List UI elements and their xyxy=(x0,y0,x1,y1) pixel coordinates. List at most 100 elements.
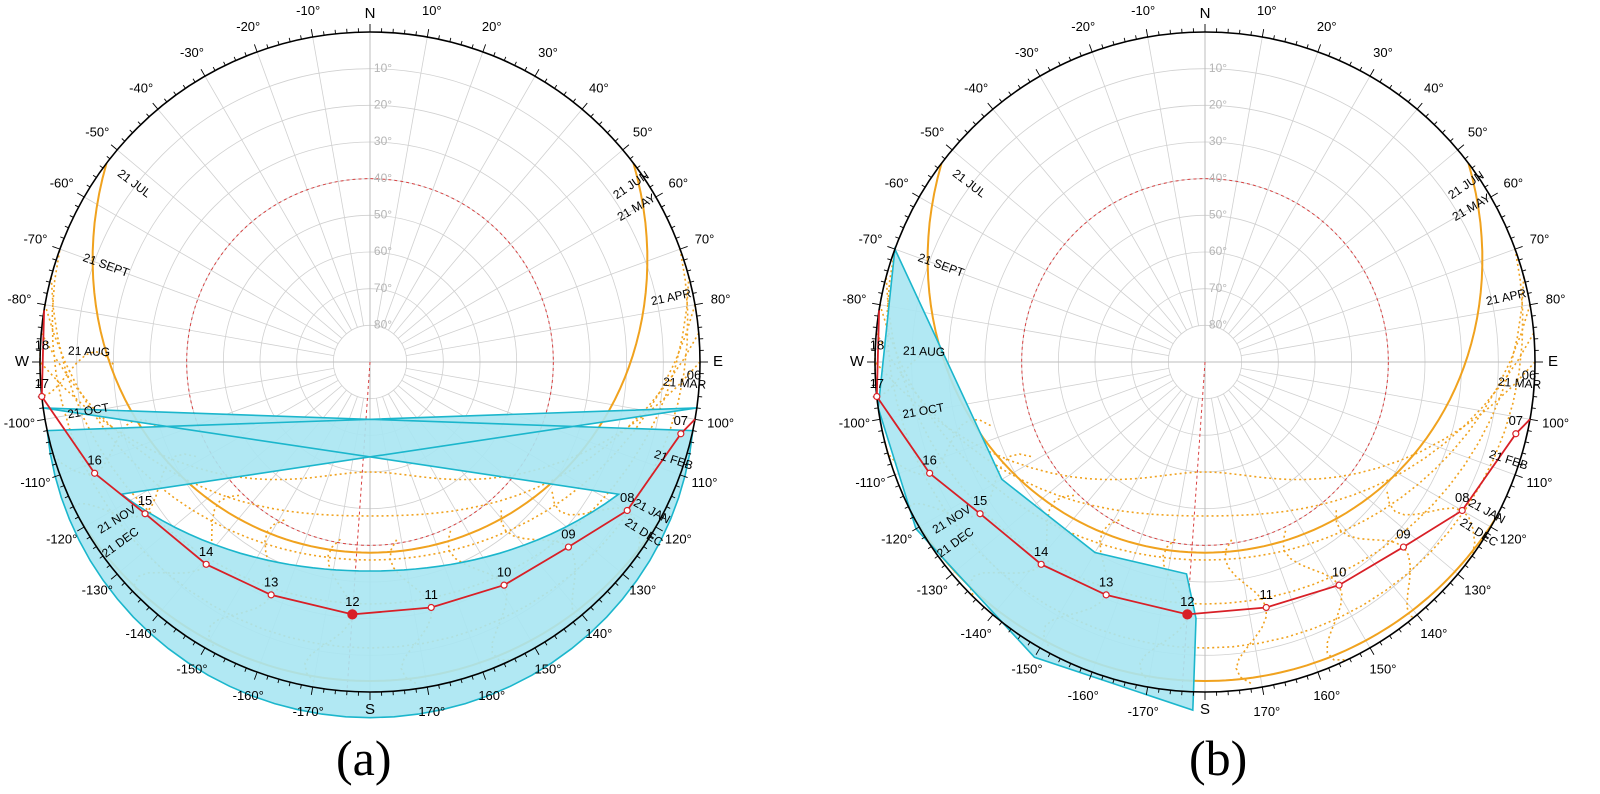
azimuth-tick xyxy=(899,225,904,229)
azimuth-tick xyxy=(192,78,196,83)
altitude-label: 80° xyxy=(374,318,392,332)
east-label: E xyxy=(1548,353,1558,370)
hour-label: 16 xyxy=(922,453,936,468)
azimuth-tick xyxy=(572,621,576,626)
azimuth-tick xyxy=(1478,546,1483,550)
azimuth-spoke xyxy=(157,108,347,335)
azimuth-label: -130° xyxy=(917,582,948,597)
azimuth-tick xyxy=(1112,40,1115,45)
hour-label: 14 xyxy=(1034,544,1048,559)
hour-marker xyxy=(1102,591,1110,599)
azimuth-tick xyxy=(1389,635,1393,640)
azimuth-label: 170° xyxy=(1253,704,1280,719)
azimuth-tick xyxy=(1510,485,1515,488)
azimuth-tick xyxy=(110,573,118,580)
hour-label: 09 xyxy=(561,526,575,541)
azimuth-label: -70° xyxy=(858,232,882,247)
azimuth-tick xyxy=(1008,628,1012,633)
azimuth-label: -80° xyxy=(842,292,866,307)
azimuth-tick xyxy=(1145,29,1149,38)
hour-marker xyxy=(1182,609,1193,620)
azimuth-tick xyxy=(1457,144,1465,151)
azimuth-spoke xyxy=(1239,374,1516,476)
azimuth-tick xyxy=(692,292,697,294)
azimuth-tick xyxy=(60,236,65,239)
azimuth-tick xyxy=(679,474,688,479)
azimuth-tick xyxy=(52,474,61,479)
azimuth-tick xyxy=(200,69,206,77)
azimuth-tick xyxy=(904,215,909,218)
azimuth-tick xyxy=(1261,686,1265,695)
azimuth-tick xyxy=(622,573,630,580)
date-label: 21 SEPT xyxy=(916,250,967,280)
azimuth-tick xyxy=(39,407,44,409)
hour-marker xyxy=(427,603,435,612)
azimuth-tick xyxy=(146,113,150,118)
azimuth-label: 20° xyxy=(482,19,502,34)
azimuth-tick xyxy=(895,236,900,239)
azimuth-spoke xyxy=(382,51,484,328)
azimuth-tick xyxy=(493,52,496,57)
azimuth-tick xyxy=(1273,35,1275,40)
azimuth-tick xyxy=(212,66,216,71)
azimuth-tick xyxy=(972,121,977,125)
azimuth-tick xyxy=(1514,245,1523,250)
azimuth-label: -20° xyxy=(1071,19,1095,34)
azimuth-tick xyxy=(1349,658,1352,663)
azimuth-tick xyxy=(1496,204,1501,208)
azimuth-tick xyxy=(964,590,968,595)
azimuth-tick xyxy=(909,204,914,208)
azimuth-tick xyxy=(614,138,619,142)
azimuth-tick xyxy=(1506,495,1511,499)
altitude-label: 40° xyxy=(1209,171,1227,185)
azimuth-tick xyxy=(415,688,417,693)
azimuth-spoke xyxy=(84,196,339,345)
azimuth-tick xyxy=(999,98,1003,103)
azimuth-tick xyxy=(1123,37,1126,42)
azimuth-tick xyxy=(1261,29,1265,38)
azimuth-label: -10° xyxy=(1131,3,1155,18)
azimuth-label: 110° xyxy=(692,475,718,490)
hour-label: 10 xyxy=(497,565,511,580)
azimuth-tick xyxy=(1250,31,1252,36)
date-curve xyxy=(875,332,1535,517)
azimuth-label: -60° xyxy=(50,175,74,190)
azimuth-spoke xyxy=(992,108,1182,335)
date-label: 21 APR xyxy=(1485,286,1528,308)
azimuth-tick xyxy=(74,516,79,520)
azimuth-tick xyxy=(622,144,630,151)
azimuth-tick xyxy=(629,156,634,160)
south-label: S xyxy=(1200,701,1210,718)
date-curve xyxy=(39,361,701,481)
azimuth-tick xyxy=(614,582,619,586)
azimuth-tick xyxy=(137,121,142,125)
azimuth-tick xyxy=(69,215,74,218)
azimuth-tick xyxy=(590,606,594,611)
azimuth-label: 160° xyxy=(1313,688,1340,703)
azimuth-tick xyxy=(643,546,648,550)
azimuth-tick xyxy=(99,165,104,169)
azimuth-spoke xyxy=(1039,76,1188,331)
azimuth-label: 30° xyxy=(1373,45,1393,60)
azimuth-tick xyxy=(1158,31,1160,36)
azimuth-tick xyxy=(1449,138,1454,142)
azimuth-tick xyxy=(426,29,430,38)
azimuth-tick xyxy=(1369,69,1375,77)
azimuth-tick xyxy=(1449,582,1454,586)
azimuth-tick xyxy=(1068,56,1072,61)
azimuth-tick xyxy=(164,621,168,626)
azimuth-tick xyxy=(1522,269,1527,272)
azimuth-label: -150° xyxy=(1011,662,1042,677)
azimuth-tick xyxy=(1407,98,1411,103)
azimuth-tick xyxy=(37,418,46,422)
azimuth-tick xyxy=(563,628,567,633)
azimuth-label: -100° xyxy=(839,415,870,430)
azimuth-tick xyxy=(300,35,302,40)
azimuth-tick xyxy=(1338,663,1342,668)
dashed-south-line xyxy=(1180,361,1206,699)
azimuth-tick xyxy=(1490,192,1498,198)
date-label: 21 APR xyxy=(650,286,693,308)
azimuth-label: 100° xyxy=(1542,415,1569,430)
azimuth-tick xyxy=(1079,667,1082,672)
azimuth-label: -120° xyxy=(46,531,77,546)
